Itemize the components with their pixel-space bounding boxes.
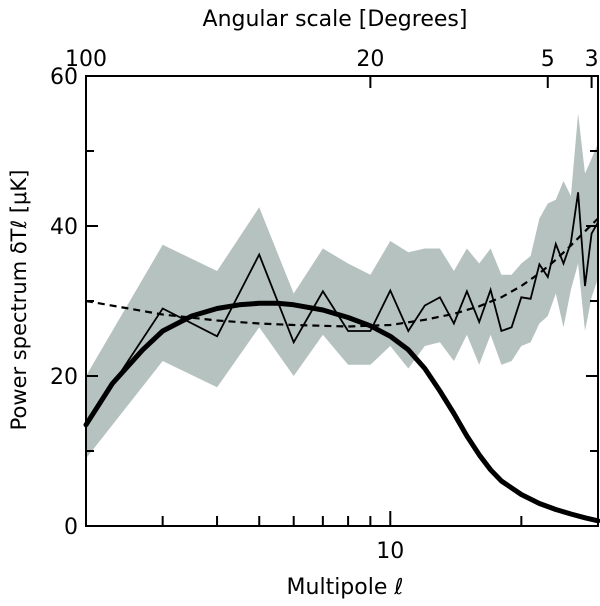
top-axis-tick-label: 3 [585, 47, 599, 72]
top-axis-tick-label: 5 [541, 47, 555, 72]
y-tick-label: 0 [64, 515, 78, 540]
top-axis-tick-label: 100 [65, 47, 107, 72]
label-layer: 0 20 40 60 10 100 20 5 3 [50, 47, 599, 564]
series-model-thick [83, 300, 600, 524]
y-tick-label: 60 [50, 65, 78, 90]
tick-layer [85, 75, 598, 527]
y-axis-title: Power spectrum δTℓ [μK] [7, 170, 31, 431]
x-axis-title: Multipole ℓ [287, 575, 404, 600]
top-axis-tick-label: 20 [356, 47, 384, 72]
y-tick-label: 20 [50, 365, 78, 390]
error-band-layer [86, 113, 598, 459]
series-layer [83, 192, 600, 524]
series-measured [85, 192, 599, 426]
error-band [86, 113, 598, 459]
x-tick-label: 10 [376, 539, 404, 564]
top-axis-title: Angular scale [Degrees] [203, 7, 468, 32]
y-tick-label: 40 [50, 215, 78, 240]
